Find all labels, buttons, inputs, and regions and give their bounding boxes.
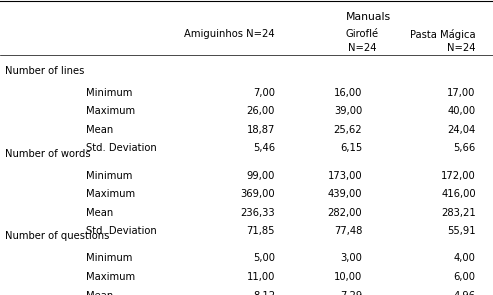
- Text: 236,33: 236,33: [241, 208, 275, 218]
- Text: 16,00: 16,00: [334, 88, 362, 98]
- Text: 3,00: 3,00: [341, 253, 362, 263]
- Text: Maximum: Maximum: [86, 106, 136, 116]
- Text: 282,00: 282,00: [328, 208, 362, 218]
- Text: 18,87: 18,87: [246, 125, 275, 135]
- Text: Manuals: Manuals: [346, 12, 390, 22]
- Text: 7,29: 7,29: [340, 291, 362, 295]
- Text: 11,00: 11,00: [246, 272, 275, 282]
- Text: 40,00: 40,00: [448, 106, 476, 116]
- Text: 439,00: 439,00: [328, 189, 362, 199]
- Text: Number of lines: Number of lines: [5, 66, 84, 76]
- Text: 6,00: 6,00: [454, 272, 476, 282]
- Text: 173,00: 173,00: [328, 171, 362, 181]
- Text: 369,00: 369,00: [241, 189, 275, 199]
- Text: Mean: Mean: [86, 291, 113, 295]
- Text: 17,00: 17,00: [447, 88, 476, 98]
- Text: 5,66: 5,66: [454, 143, 476, 153]
- Text: 416,00: 416,00: [441, 189, 476, 199]
- Text: 172,00: 172,00: [441, 171, 476, 181]
- Text: Std. Deviation: Std. Deviation: [86, 143, 157, 153]
- Text: 99,00: 99,00: [246, 171, 275, 181]
- Text: Minimum: Minimum: [86, 88, 133, 98]
- Text: Minimum: Minimum: [86, 253, 133, 263]
- Text: 24,04: 24,04: [448, 125, 476, 135]
- Text: Minimum: Minimum: [86, 171, 133, 181]
- Text: N=24: N=24: [348, 43, 377, 53]
- Text: 5,46: 5,46: [253, 143, 275, 153]
- Text: Number of words: Number of words: [5, 149, 91, 159]
- Text: Maximum: Maximum: [86, 272, 136, 282]
- Text: 71,85: 71,85: [246, 226, 275, 236]
- Text: Maximum: Maximum: [86, 189, 136, 199]
- Text: Pasta Mágica: Pasta Mágica: [410, 30, 476, 40]
- Text: 283,21: 283,21: [441, 208, 476, 218]
- Text: Number of questions: Number of questions: [5, 232, 109, 242]
- Text: Mean: Mean: [86, 208, 113, 218]
- Text: Std. Deviation: Std. Deviation: [86, 226, 157, 236]
- Text: 5,00: 5,00: [253, 253, 275, 263]
- Text: 4,00: 4,00: [454, 253, 476, 263]
- Text: Mean: Mean: [86, 125, 113, 135]
- Text: 77,48: 77,48: [334, 226, 362, 236]
- Text: N=24: N=24: [447, 43, 476, 53]
- Text: 4,96: 4,96: [454, 291, 476, 295]
- Text: 39,00: 39,00: [334, 106, 362, 116]
- Text: Giroflé: Giroflé: [346, 30, 379, 40]
- Text: 7,00: 7,00: [253, 88, 275, 98]
- Text: 26,00: 26,00: [246, 106, 275, 116]
- Text: 25,62: 25,62: [334, 125, 362, 135]
- Text: Amiguinhos N=24: Amiguinhos N=24: [184, 30, 275, 40]
- Text: 6,15: 6,15: [340, 143, 362, 153]
- Text: 10,00: 10,00: [334, 272, 362, 282]
- Text: 55,91: 55,91: [447, 226, 476, 236]
- Text: 8,12: 8,12: [253, 291, 275, 295]
